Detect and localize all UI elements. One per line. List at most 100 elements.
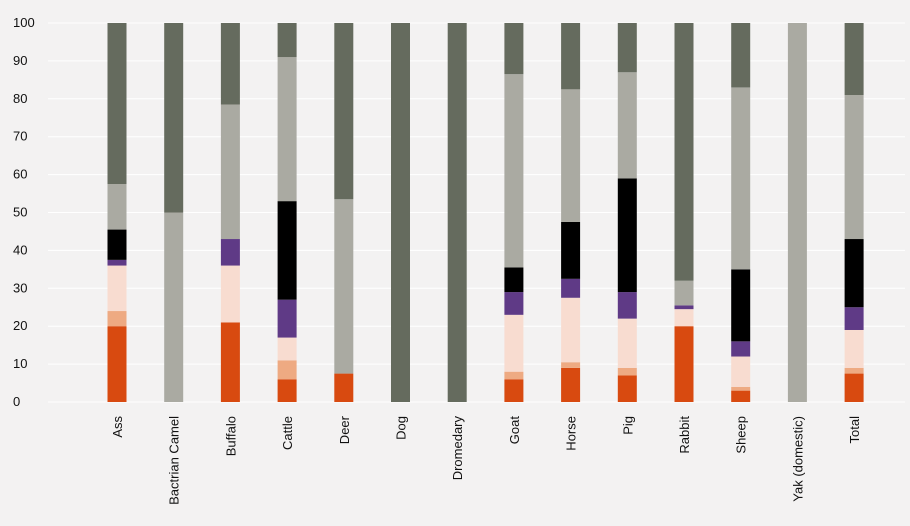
x-category-label: Total <box>847 416 862 444</box>
bar-segment <box>787 23 807 402</box>
bar-stack <box>277 23 297 402</box>
y-tick-label: 10 <box>13 356 27 371</box>
bar-segment <box>731 341 751 357</box>
bar-segment <box>277 360 297 380</box>
y-tick-label: 60 <box>13 167 27 182</box>
bar-stack <box>731 23 751 402</box>
bar-segment <box>107 326 127 402</box>
x-category-label: Ass <box>110 416 125 438</box>
bar-segment <box>617 23 637 73</box>
bar-segment <box>731 356 751 387</box>
bar-segment <box>277 299 297 338</box>
bar-stack <box>674 23 694 402</box>
y-tick-label: 70 <box>13 129 27 144</box>
bar-segment <box>504 267 524 293</box>
bar-segment <box>674 309 694 327</box>
bar-segment <box>844 367 864 374</box>
bar-segment <box>107 23 127 185</box>
bar-segment <box>561 23 581 90</box>
y-tick-label: 0 <box>13 394 20 409</box>
bar-segment <box>504 23 524 75</box>
bar-segment <box>220 322 240 402</box>
bar-segment <box>617 178 637 293</box>
bar-segment <box>277 23 297 58</box>
bar-stack <box>334 23 354 402</box>
bar-segment <box>107 311 127 327</box>
y-tick-label: 50 <box>13 205 27 220</box>
bar-segment <box>561 367 581 402</box>
x-category-label: Goat <box>507 416 522 445</box>
bar-segment <box>220 23 240 105</box>
bar-segment <box>447 23 467 402</box>
bar-stack <box>164 23 184 402</box>
bar-segment <box>277 337 297 361</box>
bar-segment <box>731 269 751 342</box>
y-axis-ticks: 0 10 20 30 40 50 60 70 80 90 100 <box>13 15 35 409</box>
bar-segment <box>504 371 524 380</box>
x-category-label: Deer <box>337 415 352 444</box>
bar-segment <box>844 95 864 240</box>
bar-segment <box>731 23 751 88</box>
bar-segment <box>844 329 864 368</box>
bar-segment <box>731 87 751 270</box>
x-category-label: Sheep <box>734 416 749 454</box>
bar-stack <box>787 23 807 402</box>
bar-segment <box>277 379 297 402</box>
bar-segment <box>220 104 240 240</box>
bar-segment <box>844 239 864 308</box>
bar-segment <box>220 265 240 323</box>
bar-segment <box>107 259 127 266</box>
x-category-label: Dog <box>394 416 409 440</box>
bar-segment <box>164 23 184 213</box>
bar-segment <box>561 362 581 368</box>
bar-segment <box>674 23 694 281</box>
bar-stack <box>447 23 467 402</box>
bar-segment <box>844 307 864 330</box>
bar-segment <box>220 239 240 266</box>
bar-segment <box>391 23 410 402</box>
bars-layer <box>107 23 864 402</box>
bar-segment <box>164 212 184 402</box>
x-category-label: Rabbit <box>677 416 692 454</box>
bar-stack <box>617 23 637 402</box>
bar-segment <box>334 23 354 200</box>
bar-segment <box>617 367 637 376</box>
bar-segment <box>674 305 694 310</box>
bar-segment <box>674 280 694 306</box>
bar-segment <box>334 373 354 402</box>
bar-segment <box>561 278 581 298</box>
bar-stack <box>504 23 524 402</box>
bar-stack <box>220 23 240 402</box>
bar-segment <box>561 297 581 363</box>
y-tick-label: 90 <box>13 53 27 68</box>
x-category-label: Dromedary <box>450 416 465 481</box>
bar-segment <box>617 318 637 368</box>
bar-segment <box>731 390 751 402</box>
y-tick-label: 40 <box>13 242 27 257</box>
bar-segment <box>731 386 751 391</box>
bar-segment <box>844 23 864 96</box>
bar-segment <box>277 201 297 300</box>
y-tick-label: 30 <box>13 280 27 295</box>
bar-segment <box>107 265 127 312</box>
bar-segment <box>504 314 524 372</box>
bar-segment <box>561 221 581 279</box>
bar-segment <box>504 379 524 402</box>
bar-segment <box>277 57 297 202</box>
bar-segment <box>504 74 524 268</box>
bar-segment <box>617 72 637 179</box>
bar-segment <box>504 292 524 315</box>
bar-segment <box>107 184 127 230</box>
x-category-label: Buffalo <box>223 416 238 456</box>
y-tick-label: 100 <box>13 15 35 30</box>
x-category-label: Horse <box>564 416 579 451</box>
x-category-label: Yak (domestic) <box>790 416 805 502</box>
bar-segment <box>844 373 864 402</box>
bar-segment <box>674 326 694 402</box>
bar-stack <box>844 23 864 402</box>
bar-segment <box>561 89 581 222</box>
grid-layer <box>48 22 905 403</box>
x-category-label: Pig <box>620 416 635 435</box>
